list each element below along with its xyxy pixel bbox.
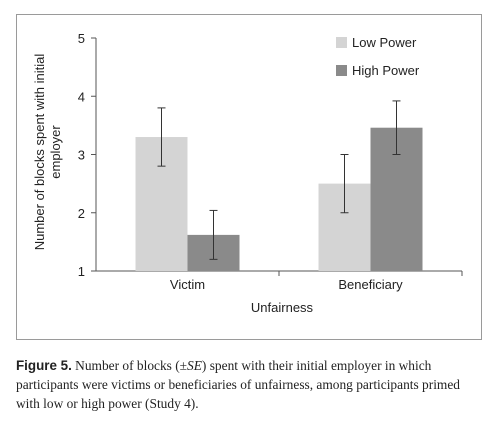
y-tick-label-2: 2 — [78, 206, 85, 221]
legend-swatch-low-power — [336, 37, 347, 48]
caption-se: SE — [187, 358, 202, 373]
legend-label-high-power: High Power — [352, 63, 420, 78]
caption-text-after: ) spent with their initial employer in w… — [16, 358, 460, 411]
y-tick-label-1: 1 — [78, 264, 85, 279]
caption-text-before: Number of blocks (± — [75, 358, 188, 373]
caption-label: Figure 5. — [16, 358, 72, 373]
y-axis-label-line-2: employer — [48, 125, 63, 179]
x-tick-label-victim: Victim — [170, 277, 205, 292]
y-tick-label-5: 5 — [78, 31, 85, 46]
x-axis-label: Unfairness — [251, 300, 314, 315]
bar-chart: 1 2 3 4 5 Victim Beneficiary Low Power High Powe… — [32, 31, 463, 315]
y-tick-label-3: 3 — [78, 148, 85, 163]
y-axis-label-line-1: Number of blocks spent with initial — [32, 54, 47, 251]
x-tick-label-beneficiary: Beneficiary — [338, 277, 403, 292]
legend-swatch-high-power — [336, 65, 347, 76]
figure-caption: Figure 5. Number of blocks (±SE) spent w… — [16, 356, 486, 413]
y-tick-label-4: 4 — [78, 89, 85, 104]
legend-label-low-power: Low Power — [352, 35, 417, 50]
